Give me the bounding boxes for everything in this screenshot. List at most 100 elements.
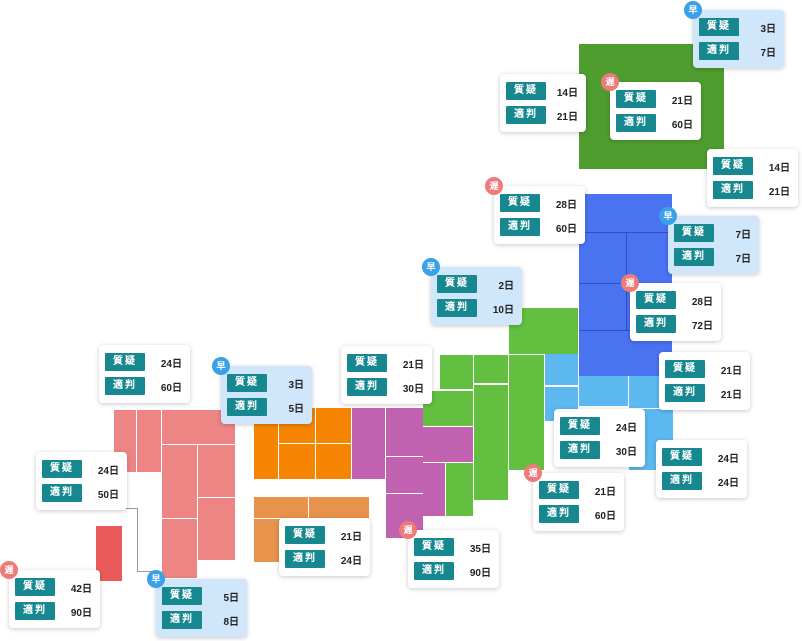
decision-row: 適判 60日: [539, 504, 618, 524]
inquiry-row: 質疑 21日: [285, 525, 364, 545]
prefecture-aomori[interactable]: [579, 194, 672, 233]
connector-line: [137, 571, 157, 572]
review-card-hokkaido-nw[interactable]: 質疑 14日 適判 21日: [500, 74, 586, 132]
inquiry-label: 質疑: [506, 82, 546, 100]
prefecture-tochigi[interactable]: [579, 376, 629, 406]
early-badge: 早: [422, 258, 440, 276]
decision-row: 適判 60日: [616, 113, 695, 133]
prefecture-nara[interactable]: [386, 457, 423, 494]
decision-label: 適判: [15, 602, 55, 620]
prefecture-yamagata[interactable]: [579, 284, 627, 331]
prefecture-kumamoto[interactable]: [162, 445, 198, 519]
review-card-kyushu-south[interactable]: 早質疑 5日 適判 8日: [147, 570, 247, 637]
inquiry-days-value: 21日: [340, 531, 362, 543]
inquiry-row: 質疑 28日: [500, 193, 579, 213]
prefecture-gifu[interactable]: [474, 384, 509, 500]
inquiry-label: 質疑: [674, 224, 714, 242]
review-card-kanto-inner[interactable]: 質疑 24日 適判 30日: [554, 409, 645, 467]
review-card-shikoku[interactable]: 質疑 21日適判 24日: [279, 518, 370, 576]
inquiry-row: 質疑 24日: [662, 447, 741, 467]
region-shikoku[interactable]: [254, 497, 369, 562]
inquiry-label: 質疑: [42, 460, 82, 478]
review-card-chiba[interactable]: 質疑 24日 適判 24日: [656, 440, 747, 498]
prefecture-okayama[interactable]: [279, 444, 316, 479]
review-card-aomori[interactable]: 遅質疑 28日 適判 60日: [485, 177, 585, 244]
decision-label: 適判: [227, 398, 267, 416]
review-card-kyushu-west[interactable]: 質疑 24日 適判 50日: [36, 452, 127, 510]
inquiry-row: 質疑 21日: [665, 359, 744, 379]
review-card-chubu-south[interactable]: 遅質疑 21日 適判 60日: [524, 464, 624, 531]
decision-row: 適判 60日: [500, 217, 579, 237]
review-card-kyushu-north[interactable]: 質疑 24日 適判 60日: [99, 345, 190, 403]
prefecture-kochi[interactable]: [254, 519, 280, 562]
review-card-iwate[interactable]: 早質疑 7日 適判 7日: [659, 207, 759, 274]
prefecture-kagawa[interactable]: [309, 497, 369, 519]
prefecture-tottori[interactable]: [316, 444, 351, 479]
prefecture-kyoto[interactable]: [386, 408, 423, 457]
inquiry-row: 質疑 21日: [347, 353, 426, 373]
review-card-hokkaido-ne[interactable]: 早質疑 3日 適判 7日: [684, 1, 784, 68]
decision-row: 適判 7日: [674, 247, 753, 267]
inquiry-days-value: 21日: [671, 95, 693, 107]
review-card-hokkaido-center[interactable]: 遅質疑 21日 適判 60日: [601, 73, 701, 140]
prefecture-hyogo[interactable]: [352, 408, 386, 479]
prefecture-kagoshima[interactable]: [162, 519, 197, 578]
prefecture-shizuoka[interactable]: [446, 463, 473, 516]
review-card-fukushima[interactable]: 質疑 21日 適判 21日: [659, 352, 750, 410]
inquiry-row: 質疑 3日: [699, 17, 778, 37]
prefecture-shimane[interactable]: [316, 408, 351, 444]
decision-label: 適判: [500, 218, 540, 236]
early-badge: 早: [212, 357, 230, 375]
inquiry-label: 質疑: [560, 417, 600, 435]
decision-row: 適判 30日: [347, 377, 426, 397]
region-okinawa[interactable]: [96, 526, 122, 581]
decision-label: 適判: [506, 106, 546, 124]
review-card-hokkaido-e[interactable]: 質疑 14日 適判 21日: [707, 149, 798, 207]
early-badge: 早: [684, 1, 702, 19]
decision-label: 適判: [437, 299, 477, 317]
decision-label: 適判: [285, 550, 325, 568]
inquiry-label: 質疑: [15, 578, 55, 596]
prefecture-ehime[interactable]: [254, 497, 309, 519]
prefecture-akita[interactable]: [579, 233, 627, 284]
late-badge: 遅: [399, 521, 417, 539]
inquiry-label: 質疑: [285, 526, 325, 544]
region-kinki[interactable]: [352, 408, 423, 538]
decision-days-value: 90日: [469, 567, 491, 579]
inquiry-days-value: 35日: [469, 543, 491, 555]
review-card-kinki-south[interactable]: 遅質疑 35日 適判 90日: [399, 521, 499, 588]
decision-label: 適判: [42, 484, 82, 502]
review-card-chugoku[interactable]: 早質疑 3日 適判 5日: [212, 357, 312, 424]
decision-label: 適判: [713, 181, 753, 199]
inquiry-label: 質疑: [713, 157, 753, 175]
review-card-okinawa[interactable]: 遅質疑 42日 適判 90日: [0, 561, 100, 628]
inquiry-days-value: 24日: [160, 358, 182, 370]
review-card-kinki-north[interactable]: 質疑 21日適判 30日: [341, 346, 432, 404]
inquiry-row: 質疑 24日: [560, 416, 639, 436]
inquiry-label: 質疑: [500, 194, 540, 212]
inquiry-label: 質疑: [665, 360, 705, 378]
inquiry-label: 質疑: [539, 481, 579, 499]
inquiry-label: 質疑: [636, 291, 676, 309]
inquiry-row: 質疑 5日: [162, 586, 241, 606]
review-card-niigata[interactable]: 早質疑 2日 適判 10日: [422, 258, 522, 325]
prefecture-fukui[interactable]: [423, 426, 473, 462]
inquiry-row: 質疑 21日: [616, 89, 695, 109]
region-kyushu[interactable]: [114, 408, 235, 578]
decision-row: 適判 50日: [42, 483, 121, 503]
prefecture-toyama[interactable]: [440, 355, 474, 389]
review-card-miyagi[interactable]: 遅質疑 28日 適判 72日: [621, 274, 721, 341]
prefecture-miyazaki[interactable]: [198, 498, 235, 560]
prefecture-nagano[interactable]: [509, 355, 544, 470]
decision-days-value: 10日: [492, 304, 514, 316]
prefecture-aichi[interactable]: [423, 463, 446, 516]
prefecture-nagano-north[interactable]: [474, 355, 509, 383]
decision-row: 適判 5日: [227, 397, 306, 417]
decision-days-value: 24日: [340, 555, 362, 567]
decision-days-value: 60日: [594, 510, 616, 522]
inquiry-days-value: 14日: [556, 87, 578, 99]
inquiry-days-value: 3日: [760, 23, 776, 35]
prefecture-oita[interactable]: [198, 445, 235, 498]
prefecture-saga[interactable]: [137, 410, 162, 472]
prefecture-fukuoka[interactable]: [162, 410, 235, 445]
